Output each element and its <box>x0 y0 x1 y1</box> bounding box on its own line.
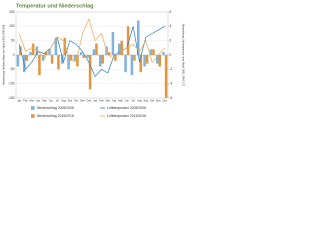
legend-swatch <box>31 106 35 110</box>
x-tick-label: Feb <box>23 99 28 103</box>
legend-label: Niederschlag 2005/2006 <box>37 106 74 110</box>
bar <box>79 52 83 55</box>
y-tick-label: 0 <box>13 53 15 57</box>
x-tick-label: Sep <box>144 99 149 103</box>
line <box>18 26 166 78</box>
bar <box>126 26 130 55</box>
y2-tick-label: 6 <box>170 10 172 14</box>
x-tick-label: Apr <box>36 99 40 103</box>
x-tick-label: Jul <box>56 99 60 103</box>
chart-title: Temperatur und Niederschlag <box>16 3 94 9</box>
x-tick-label: Dez <box>163 99 168 103</box>
x-tick-label: Mai <box>42 99 47 103</box>
y2-tick-label: -2 <box>170 67 173 71</box>
legend-label: Lufttemperatur 2005/2006 <box>107 106 146 110</box>
y-tick-label: -50 <box>10 67 15 71</box>
bar <box>38 55 41 76</box>
y2-tick-label: 2 <box>170 39 172 43</box>
legend-label: Lufttemperatur 2015/2016 <box>107 114 146 118</box>
bar <box>41 55 45 61</box>
bar <box>54 37 58 55</box>
x-tick-label: Jun <box>49 99 54 103</box>
bar <box>162 52 165 55</box>
x-tick-label: Apr <box>112 99 116 103</box>
x-tick-label: Jul <box>132 99 136 103</box>
bar <box>114 55 117 61</box>
bar <box>44 52 48 55</box>
bar <box>158 55 162 67</box>
y-tick-label: 100 <box>9 24 15 28</box>
bar <box>86 55 89 58</box>
bar <box>101 55 105 64</box>
bar <box>76 55 79 67</box>
bar <box>16 55 20 67</box>
y2-tick-label: -6 <box>170 96 173 100</box>
x-tick-label: Okt <box>74 99 78 103</box>
y2-tick-label: -4 <box>170 82 173 86</box>
legend-swatch <box>31 114 35 118</box>
x-tick-label: Jan <box>93 99 98 103</box>
bar <box>48 49 51 55</box>
x-tick-label: Okt <box>150 99 154 103</box>
bar <box>60 55 64 64</box>
bar <box>50 55 54 64</box>
bar <box>107 52 111 55</box>
bar <box>117 43 121 55</box>
x-tick-label: Nov <box>80 99 85 103</box>
bar <box>164 55 168 98</box>
bar <box>73 55 77 61</box>
y-tick-label: 150 <box>9 10 15 14</box>
bar <box>67 55 70 70</box>
bar <box>31 43 35 55</box>
y2-tick-label: 4 <box>170 24 172 28</box>
x-tick-label: Aug <box>61 99 66 103</box>
bar <box>82 55 86 58</box>
x-tick-label: Nov <box>156 99 161 103</box>
bar <box>95 43 98 55</box>
y2-axis-title: Abweichung Lufttemperatur vom Mittel 196… <box>181 24 185 87</box>
bar <box>25 55 29 61</box>
bar <box>19 46 22 55</box>
y-tick-label: -100 <box>8 82 15 86</box>
bar <box>98 55 102 67</box>
bar <box>130 55 134 76</box>
bar <box>29 52 32 55</box>
x-tick-label: Feb <box>99 99 104 103</box>
x-tick-label: Mrz <box>106 99 111 103</box>
x-tick-label: Dez <box>87 99 92 103</box>
y-tick-label: -150 <box>8 96 15 100</box>
line <box>18 18 166 63</box>
x-tick-label: Aug <box>137 99 142 103</box>
bar <box>149 49 153 55</box>
x-tick-label: Jan <box>17 99 22 103</box>
legend-label: Niederschlag 2015/2016 <box>37 114 74 118</box>
bar <box>143 55 146 67</box>
y2-tick-label: 0 <box>170 53 172 57</box>
bar <box>92 49 96 55</box>
bar <box>57 55 60 70</box>
x-tick-label: Mai <box>118 99 123 103</box>
bar <box>120 40 124 55</box>
x-tick-label: Jun <box>125 99 130 103</box>
bar <box>124 55 127 73</box>
bar <box>155 55 159 64</box>
background <box>0 0 186 124</box>
y-tick-label: 50 <box>11 39 15 43</box>
bar <box>63 37 67 55</box>
x-tick-label: Sep <box>68 99 73 103</box>
bar <box>88 55 92 90</box>
bar <box>133 55 136 61</box>
bar <box>145 55 149 64</box>
bar <box>136 20 140 56</box>
bar <box>139 55 143 73</box>
x-tick-label: Mrz <box>30 99 35 103</box>
bar <box>69 55 73 61</box>
bar <box>152 49 155 55</box>
y-axis-title: Abweichung Niederschlag vom Mittel 1961-… <box>2 25 6 85</box>
bar <box>111 32 115 55</box>
chart: Temperatur und Niederschlag Abweichung N… <box>0 0 186 124</box>
